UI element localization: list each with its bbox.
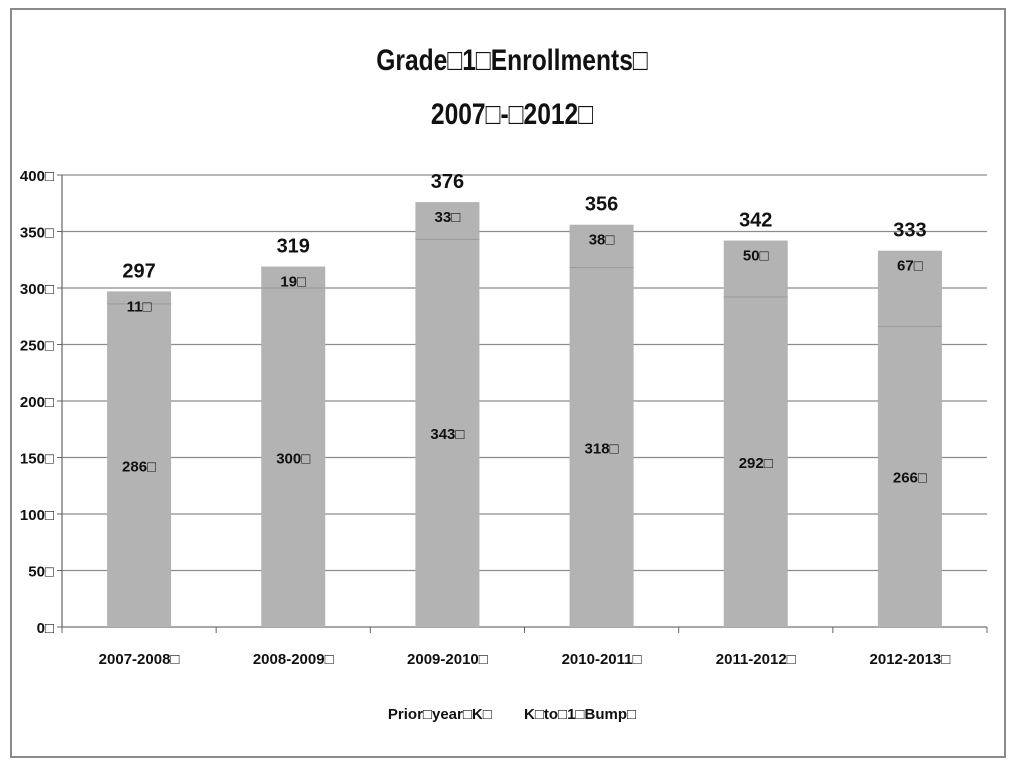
bar-prior-year-k — [877, 326, 942, 627]
legend-entry-prior-year-k: Prior□year□K□ — [387, 706, 492, 723]
chart-frame — [10, 8, 1006, 758]
total-label: 342 — [739, 210, 772, 232]
bar-prior-year-k — [569, 267, 634, 627]
y-tick-label: 50□ — [28, 564, 54, 581]
bar-k-to-1-bump — [415, 202, 480, 240]
legend-entry-k-to-1-bump: K□to□1□Bump□ — [523, 706, 637, 723]
data-label-prior-year-k: 318□ — [585, 440, 619, 457]
bar-k-to-1-bump — [261, 266, 326, 288]
y-tick-label: 200□ — [20, 394, 54, 411]
bar-prior-year-k — [261, 288, 326, 627]
data-label-k-to-1-bump: 11□ — [127, 298, 152, 315]
y-tick-label: 150□ — [20, 451, 54, 468]
bar-k-to-1-bump — [107, 291, 172, 304]
bar-k-to-1-bump — [569, 224, 634, 268]
total-label: 376 — [431, 171, 464, 193]
chart-title-line1: Grade□1□Enrollments□ — [376, 44, 648, 77]
total-label: 297 — [122, 260, 155, 282]
y-tick-label: 0□ — [37, 620, 54, 637]
x-category-label: 2008-2009□ — [253, 651, 334, 668]
y-tick-label: 250□ — [20, 338, 54, 355]
bar-prior-year-k — [415, 239, 480, 627]
bar-k-to-1-bump — [723, 240, 788, 298]
total-label: 319 — [277, 236, 310, 258]
x-category-label: 2012-2013□ — [870, 651, 951, 668]
data-label-k-to-1-bump: 33□ — [435, 209, 461, 226]
bar-prior-year-k — [107, 303, 172, 627]
data-label-prior-year-k: 300□ — [276, 451, 310, 468]
bar-k-to-1-bump — [877, 250, 942, 327]
bar-prior-year-k — [723, 297, 788, 627]
data-label-prior-year-k: 292□ — [739, 455, 773, 472]
data-label-k-to-1-bump: 50□ — [743, 248, 769, 265]
x-category-label: 2007-2008□ — [99, 651, 180, 668]
data-label-k-to-1-bump: 38□ — [589, 232, 615, 249]
data-label-prior-year-k: 343□ — [430, 426, 464, 443]
chart-legend: Prior□year□K□ K□to□1□Bump□ — [0, 706, 1024, 723]
total-label: 333 — [893, 220, 926, 242]
x-category-label: 2011-2012□ — [716, 651, 796, 668]
data-label-k-to-1-bump: 19□ — [280, 274, 306, 291]
data-label-k-to-1-bump: 67□ — [897, 258, 923, 275]
y-tick-label: 400□ — [20, 168, 54, 185]
y-tick-label: 300□ — [20, 281, 54, 298]
chart-title-line2: 2007□-□2012□ — [430, 98, 594, 131]
data-label-prior-year-k: 266□ — [893, 470, 927, 487]
x-category-label: 2009-2010□ — [407, 651, 488, 668]
x-category-label: 2010-2011□ — [562, 651, 642, 668]
y-tick-label: 350□ — [20, 225, 54, 242]
y-tick-label: 100□ — [20, 507, 54, 524]
total-label: 356 — [585, 194, 618, 216]
data-label-prior-year-k: 286□ — [122, 458, 156, 475]
